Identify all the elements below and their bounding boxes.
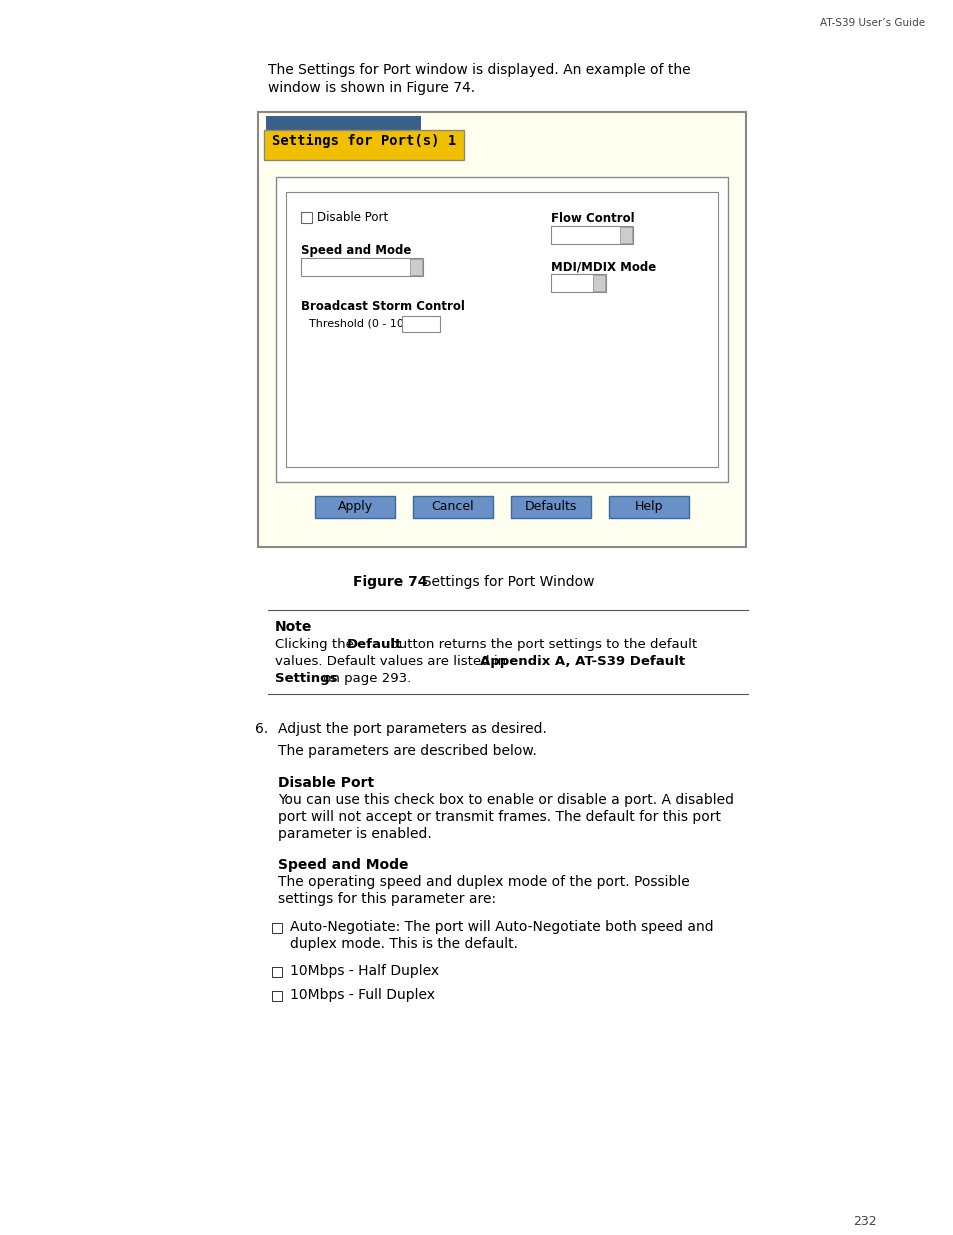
Text: Help: Help [634, 500, 662, 513]
Bar [511, 496, 590, 517]
Bar [257, 112, 745, 547]
Bar [272, 967, 282, 977]
Bar [286, 191, 718, 467]
Bar [551, 226, 633, 245]
Text: 6.: 6. [254, 722, 268, 736]
Text: Cancel: Cancel [432, 500, 474, 513]
Text: button returns the port settings to the default: button returns the port settings to the … [386, 638, 697, 651]
Text: 0: 0 [405, 317, 412, 329]
Text: Settings for Port Window: Settings for Port Window [414, 576, 594, 589]
Text: Figure 74: Figure 74 [353, 576, 427, 589]
Text: Auto: Auto [555, 277, 580, 287]
Text: None: None [555, 228, 583, 240]
Text: window is shown in Figure 74.: window is shown in Figure 74. [268, 82, 475, 95]
Text: The Settings for Port window is displayed. An example of the: The Settings for Port window is displaye… [268, 63, 690, 77]
Text: ▼: ▼ [412, 261, 416, 267]
Text: Defaults: Defaults [524, 500, 577, 513]
Text: Broadcast Storm Control: Broadcast Storm Control [301, 300, 464, 312]
Text: Auto-Negotiate: The port will Auto-Negotiate both speed and: Auto-Negotiate: The port will Auto-Negot… [290, 920, 713, 934]
Text: Settings: Settings [274, 672, 337, 685]
Text: port will not accept or transmit frames. The default for this port: port will not accept or transmit frames.… [277, 810, 720, 824]
Bar [272, 990, 282, 1002]
Text: AT-S39 User’s Guide: AT-S39 User’s Guide [820, 19, 924, 28]
Text: parameter is enabled.: parameter is enabled. [277, 827, 432, 841]
Text: 232: 232 [853, 1215, 876, 1228]
Text: ▼: ▼ [595, 277, 599, 283]
Bar [314, 496, 395, 517]
Bar [551, 274, 605, 291]
Text: ▼: ▼ [621, 228, 627, 235]
Text: The operating speed and duplex mode of the port. Possible: The operating speed and duplex mode of t… [277, 876, 689, 889]
Bar [401, 316, 439, 332]
Text: You can use this check box to enable or disable a port. A disabled: You can use this check box to enable or … [277, 793, 733, 806]
Text: 10Mbps - Half Duplex: 10Mbps - Half Duplex [290, 965, 438, 978]
Text: MDI/MDIX Mode: MDI/MDIX Mode [551, 261, 656, 273]
Text: Settings for Port(s) 1: Settings for Port(s) 1 [272, 135, 456, 148]
Bar [266, 116, 420, 130]
Text: Adjust the port parameters as desired.: Adjust the port parameters as desired. [277, 722, 546, 736]
Text: Disable Port: Disable Port [316, 211, 388, 224]
Bar [272, 923, 282, 932]
Text: Flow Control: Flow Control [551, 212, 634, 225]
Text: Threshold (0 - 1023):: Threshold (0 - 1023): [309, 317, 426, 329]
Text: 10Mbps - Full Duplex: 10Mbps - Full Duplex [290, 988, 435, 1002]
Text: values. Default values are listed in: values. Default values are listed in [274, 655, 510, 668]
Text: Auto-Negotiate: Auto-Negotiate [304, 261, 389, 270]
Bar [413, 496, 493, 517]
Bar [301, 258, 422, 275]
Text: Appendix A, AT-S39 Default: Appendix A, AT-S39 Default [480, 655, 685, 668]
Text: settings for this parameter are:: settings for this parameter are: [277, 892, 496, 906]
Text: Clicking the: Clicking the [274, 638, 357, 651]
Text: Disable Port: Disable Port [277, 776, 374, 790]
Bar [275, 177, 727, 482]
Text: on page 293.: on page 293. [319, 672, 411, 685]
Text: The parameters are described below.: The parameters are described below. [277, 743, 537, 758]
Bar [619, 227, 631, 243]
Bar [608, 496, 688, 517]
Bar [593, 275, 604, 291]
Bar [264, 130, 463, 161]
Text: Speed and Mode: Speed and Mode [277, 858, 408, 872]
Bar [410, 259, 421, 275]
Text: Apply: Apply [337, 500, 373, 513]
Bar [301, 212, 312, 224]
Text: Speed and Mode: Speed and Mode [301, 245, 411, 257]
Text: Note: Note [274, 620, 312, 634]
Text: Default: Default [347, 638, 402, 651]
Text: duplex mode. This is the default.: duplex mode. This is the default. [290, 937, 517, 951]
